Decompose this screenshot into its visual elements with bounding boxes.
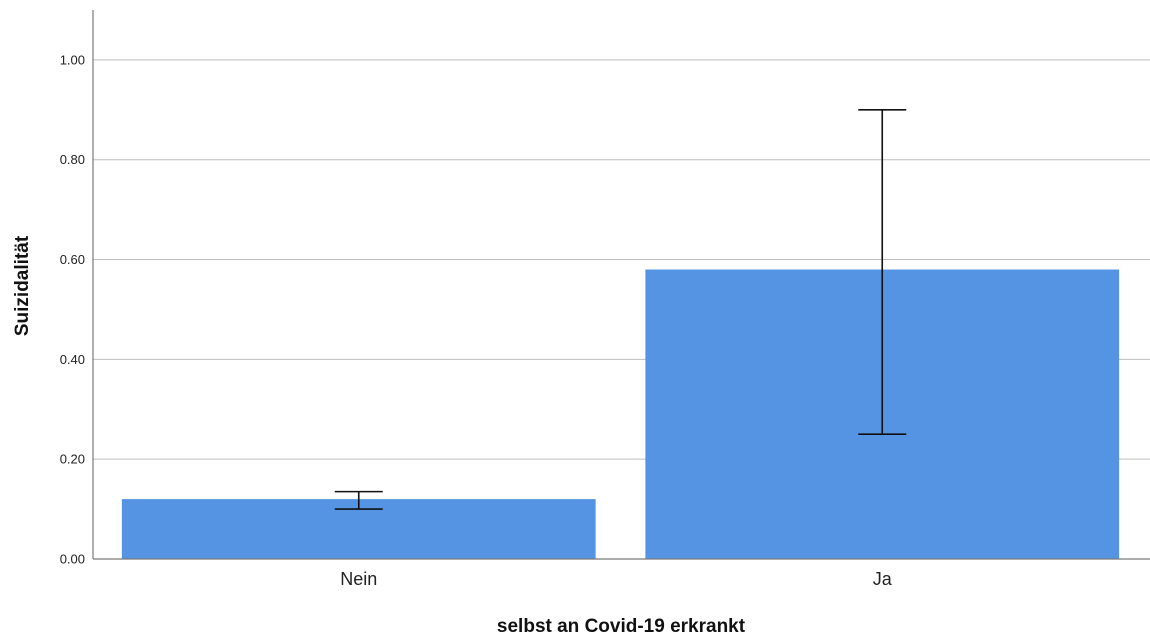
y-axis-title: Suizidalität (12, 235, 33, 336)
x-category-labels: Nein Ja (340, 569, 893, 589)
x-axis-title: selbst an Covid-19 erkrankt (497, 616, 746, 637)
y-tick-labels: 0.00 0.20 0.40 0.60 0.80 1.00 (60, 52, 85, 566)
bars (121, 269, 1120, 559)
error-bar-nein (334, 490, 383, 510)
x-category-label: Ja (873, 569, 893, 589)
y-tick-label: 0.00 (60, 552, 85, 567)
y-tick-label: 0.60 (60, 252, 85, 267)
axes (92, 10, 1150, 560)
x-category-label: Nein (340, 569, 377, 589)
y-tick-label: 0.20 (60, 452, 85, 467)
y-tick-label: 1.00 (60, 52, 85, 67)
y-tick-label: 0.80 (60, 152, 85, 167)
y-tick-label: 0.40 (60, 352, 85, 367)
error-bars (334, 109, 907, 510)
error-bar-ja (858, 109, 907, 436)
